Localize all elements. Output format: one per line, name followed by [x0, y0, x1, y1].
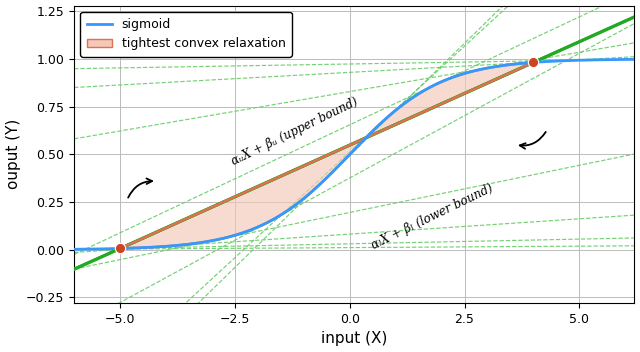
Text: αₗX + βₗ (lower bound): αₗX + βₗ (lower bound) [369, 182, 495, 252]
Legend: sigmoid, tightest convex relaxation: sigmoid, tightest convex relaxation [81, 12, 292, 57]
Point [528, 59, 538, 65]
Point [115, 246, 125, 251]
Y-axis label: ouput (Y): ouput (Y) [6, 119, 20, 189]
Polygon shape [120, 62, 533, 249]
X-axis label: input (X): input (X) [321, 332, 387, 346]
Text: αᵤX + βᵤ (upper bound): αᵤX + βᵤ (upper bound) [229, 95, 360, 168]
